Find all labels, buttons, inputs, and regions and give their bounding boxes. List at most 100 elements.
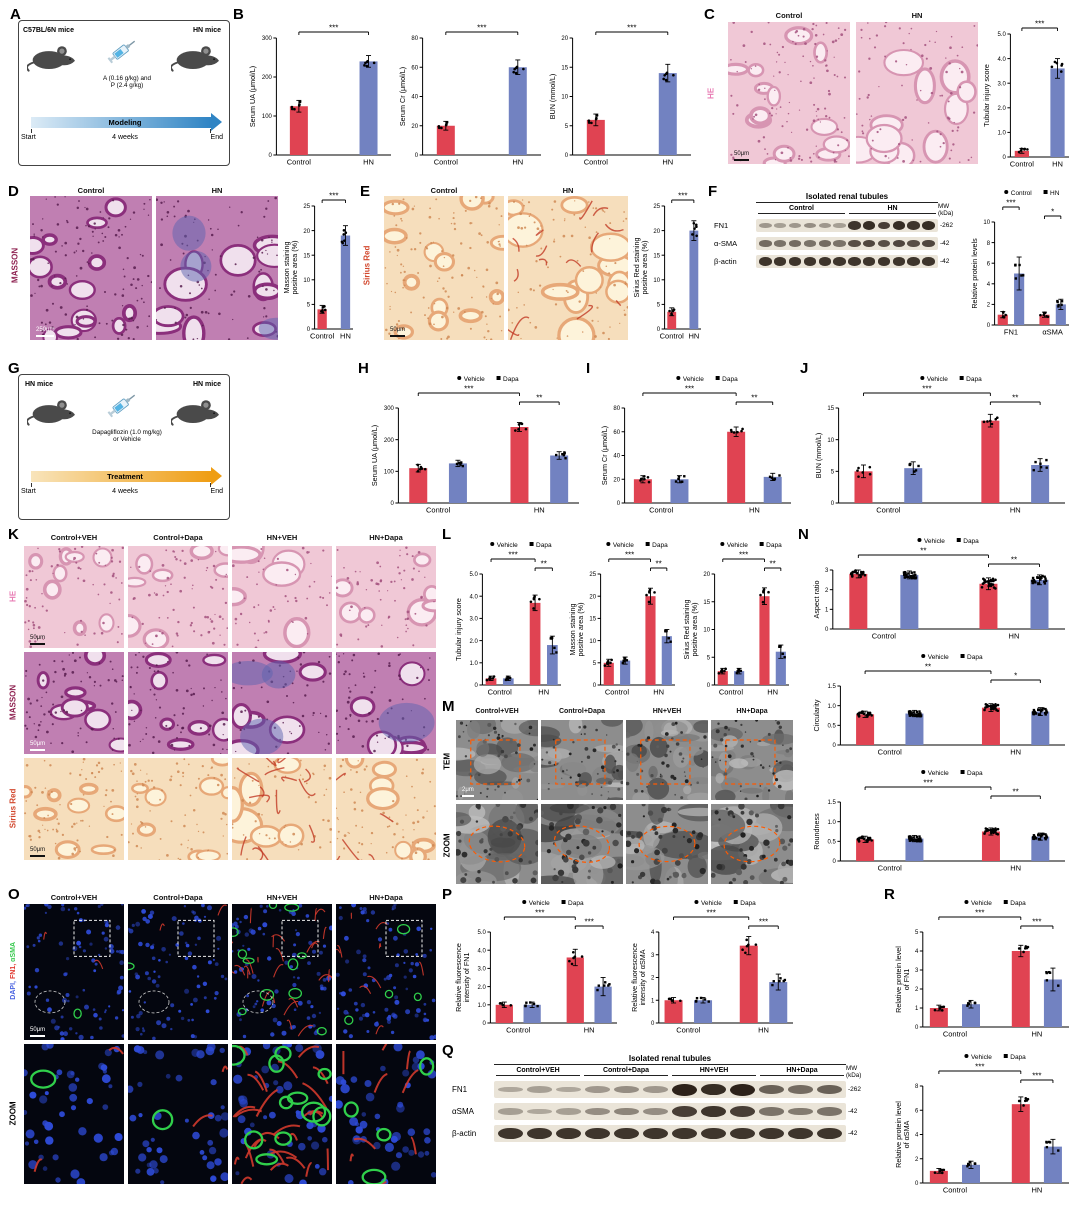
svg-text:Vehicle: Vehicle [529, 900, 550, 907]
column-label: Control+Dapa [558, 708, 606, 715]
k-he-hn-veh-image [232, 546, 332, 648]
k-masson-control-veh-image: 50μm [24, 652, 124, 754]
column-label: Control+Dapa [153, 533, 203, 542]
o-zoom-hn-veh-image [232, 1044, 332, 1184]
blot-protein-label: FN1 [714, 221, 729, 230]
blot-band [817, 1127, 842, 1140]
svg-text:10: 10 [303, 278, 310, 284]
timeline-start-label: Start [21, 134, 36, 141]
panel-p-label: P [442, 886, 453, 903]
svg-text:0: 0 [987, 323, 991, 329]
blot-group-label: HN+Dapa [760, 1067, 844, 1076]
m-zoom-control-dapa-image [541, 804, 623, 884]
blot-band [701, 1083, 726, 1096]
svg-text:Control: Control [584, 158, 609, 167]
svg-text:Control: Control [878, 864, 903, 873]
k-he-hn-dapa-image [336, 546, 436, 648]
blot-band [527, 1086, 552, 1093]
svg-text:**: ** [925, 663, 931, 672]
column-label: HN+Dapa [369, 533, 403, 542]
svg-text:***: *** [1032, 918, 1041, 927]
svg-text:1.0: 1.0 [478, 1003, 487, 1009]
m-zoom-control-veh-image [456, 804, 538, 884]
svg-text:3.0: 3.0 [478, 967, 487, 973]
svg-text:5: 5 [915, 930, 919, 936]
n-circularity-chart: 0 0.5 1.0 1.5 Circularity Vehicle Dapa Control H… [810, 650, 1068, 764]
blot-band [848, 239, 861, 248]
column-label: Control [77, 186, 105, 195]
blot-band [585, 1107, 610, 1116]
svg-text:0: 0 [1003, 155, 1007, 161]
svg-text:Relative fluorescence: Relative fluorescence [454, 943, 463, 1012]
svg-text:Circularity: Circularity [812, 699, 821, 731]
svg-text:40: 40 [613, 454, 620, 460]
mouse-icon [27, 39, 79, 73]
svg-text:*: * [1051, 208, 1054, 217]
blot-band [759, 257, 772, 266]
svg-text:***: *** [759, 918, 768, 927]
blot-band [672, 1127, 697, 1140]
svg-text:Vehicle: Vehicle [701, 900, 722, 907]
svg-text:HN: HN [512, 158, 523, 167]
blot-protein-label: αSMA [452, 1107, 474, 1116]
svg-text:0: 0 [833, 743, 837, 749]
svg-text:5: 5 [565, 124, 569, 130]
svg-text:Dapa: Dapa [1010, 1054, 1026, 1061]
mw-value: -262 [848, 1086, 862, 1093]
svg-text:positive area (%): positive area (%) [690, 603, 699, 657]
svg-text:HN: HN [534, 506, 545, 515]
blot-band [788, 1127, 813, 1140]
svg-text:4.0: 4.0 [470, 594, 479, 600]
j-bun-chart: 0 5 10 15 BUN (mmol/L) Vehicle Dapa Control HN **… [812, 372, 1068, 522]
scale-bar: 250μm [36, 327, 55, 337]
svg-text:1.0: 1.0 [828, 704, 837, 710]
zoom-row-label: ZOOM [442, 833, 452, 858]
panel-b-label: B [233, 6, 244, 23]
svg-text:Dapa: Dapa [722, 376, 738, 383]
m-tem-hn-veh-image [626, 720, 708, 800]
svg-text:3: 3 [915, 968, 919, 974]
scale-bar: 50μm [390, 327, 406, 337]
svg-text:HN: HN [653, 688, 664, 697]
svg-text:0: 0 [475, 683, 479, 689]
blot-band [759, 223, 772, 228]
p-asma-fluorescence-chart: 0 1 2 3 4 Relative fluorescence intensity of α… [628, 896, 796, 1042]
o-zoom-control-veh-image [24, 1044, 124, 1184]
svg-text:20: 20 [613, 477, 620, 483]
svg-text:Dapa: Dapa [568, 900, 584, 907]
svg-text:20: 20 [303, 229, 310, 235]
timeline-duration-label: 4 weeks [112, 488, 138, 495]
r-fn1-protein-chart: 0 1 2 3 4 5 Relative protein level of FN1 Vehicl… [892, 896, 1072, 1046]
svg-text:***: *** [922, 385, 931, 394]
blot-band [833, 240, 846, 247]
scale-bar: 50μm [30, 635, 46, 645]
blot-band [556, 1108, 581, 1115]
svg-text:of FN1: of FN1 [902, 969, 911, 991]
svg-text:0: 0 [565, 153, 569, 159]
treatment-drug-label: Dapagliflozin (1.0 mg/kg) or Vehicle [92, 429, 162, 443]
panel-h-label: H [358, 360, 369, 377]
panel-c-label: C [704, 6, 715, 23]
svg-text:80: 80 [613, 406, 620, 412]
svg-text:**: ** [541, 560, 547, 569]
column-label: HN+Dapa [369, 893, 403, 902]
blot-protein-label: FN1 [452, 1085, 468, 1094]
svg-text:0: 0 [831, 501, 835, 507]
blot-band [922, 239, 935, 248]
svg-text:200: 200 [262, 75, 273, 81]
svg-text:Masson staining: Masson staining [568, 604, 577, 656]
strain-label: C57BL/6N mice [23, 27, 74, 34]
svg-text:6: 6 [987, 261, 991, 267]
panel-q-label: Q [442, 1042, 454, 1059]
svg-text:5.0: 5.0 [470, 572, 479, 578]
timeline-end-label: End [210, 488, 223, 495]
svg-text:Control: Control [943, 1186, 968, 1195]
blot-band [817, 1084, 842, 1095]
svg-text:1: 1 [915, 1006, 919, 1012]
svg-text:Vehicle: Vehicle [971, 1054, 992, 1061]
svg-text:Masson staining: Masson staining [282, 242, 291, 294]
blot-band [672, 1083, 697, 1096]
svg-text:60: 60 [411, 65, 418, 71]
blot-band [803, 222, 817, 229]
svg-text:4: 4 [915, 949, 919, 955]
